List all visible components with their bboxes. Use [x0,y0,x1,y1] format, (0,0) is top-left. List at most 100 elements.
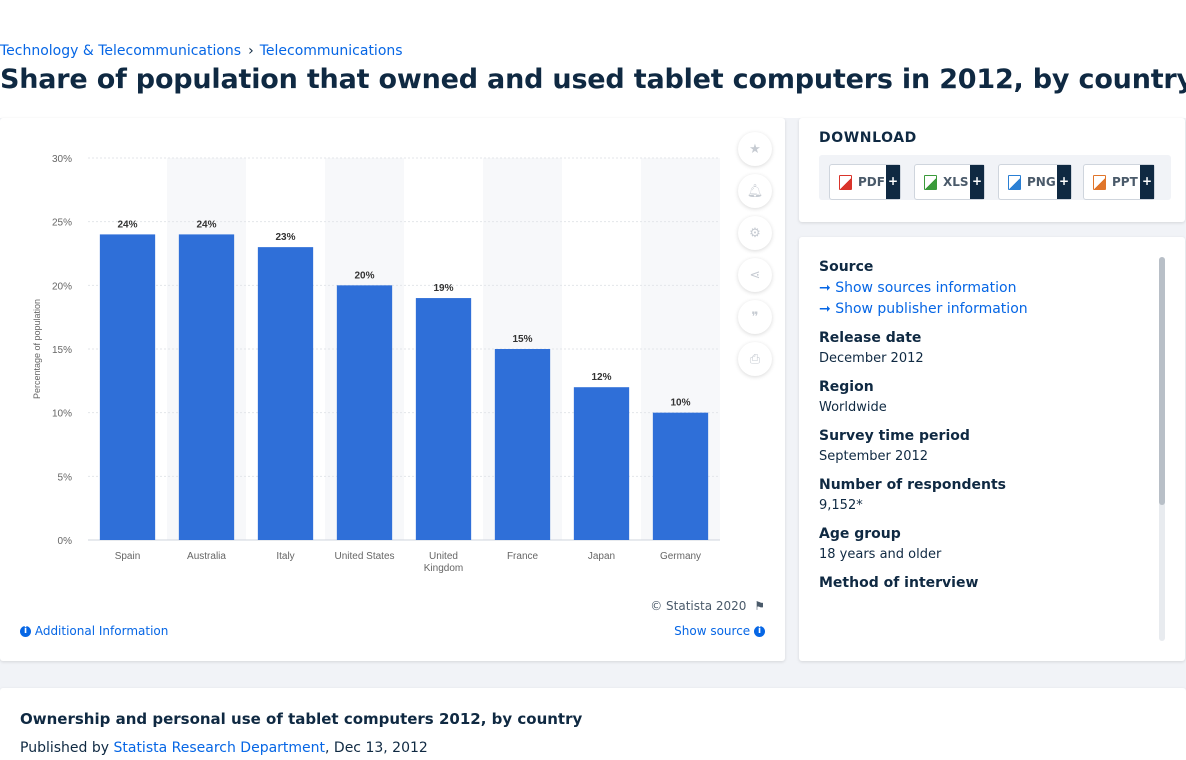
show-sources-link[interactable]: ➞ Show sources information [819,280,1149,296]
xls-file-icon [924,174,937,190]
print-icon[interactable]: ⎙ [738,342,772,376]
chart-tools: ★ 🔔︎ ⚙ ⋖ ❞ ⎙ [738,132,772,384]
published-prefix: Published by [20,740,114,756]
survey-period-label: Survey time period [819,428,970,444]
png-file-icon [1008,174,1021,190]
share-icon[interactable]: ⋖ [738,258,772,292]
region-value: Worldwide [819,400,887,415]
x-tick-label: Japan [588,551,615,562]
release-date-label: Release date [819,330,922,346]
plus-icon: + [970,165,984,199]
plus-icon: + [1140,165,1154,199]
breadcrumb-link-telecommunications[interactable]: Telecommunications [259,43,403,59]
info-icon: i [20,626,31,637]
publisher-link[interactable]: Statista Research Department [113,740,326,756]
flag-icon[interactable]: ⚑ [754,599,765,613]
info-card: Source ➞ Show sources information ➞ Show… [799,237,1185,661]
download-ppt-button[interactable]: PPT + [1083,164,1155,200]
plus-icon: + [886,165,900,199]
arrow-right-icon: ➞ [819,280,831,296]
top-bar [0,0,1186,118]
star-icon[interactable]: ★ [738,132,772,166]
bell-icon[interactable]: 🔔︎ [738,174,772,208]
page-title: Share of population that owned and used … [0,64,1186,95]
method-label: Method of interview [819,575,979,591]
data-label: 15% [512,334,532,345]
x-tick-label: United States [334,551,394,562]
publication-title: Ownership and personal use of tablet com… [20,710,583,728]
x-tick-label: United Kingdom [424,551,463,574]
download-pdf-button[interactable]: PDF + [829,164,901,200]
download-png-button[interactable]: PNG + [998,164,1072,200]
publication-date: , Dec 13, 2012 [325,740,428,756]
bar [178,234,235,540]
bar [257,247,314,540]
info-scrollbar-thumb[interactable] [1159,257,1165,505]
chart-card: 0% 5% 10% 15% 20% 25% 30% Percentage of populat… [0,118,785,661]
download-png-label: PNG [1027,175,1056,189]
data-label: 24% [117,219,137,230]
additional-info-link[interactable]: i Additional Information [20,624,168,638]
breadcrumb: Technology & Telecommunications › Telecomm… [0,43,403,59]
download-ppt-label: PPT [1112,175,1138,189]
gear-icon[interactable]: ⚙ [738,216,772,250]
release-date-value: December 2012 [819,351,924,366]
show-sources-label: Show sources information [835,280,1017,296]
ppt-file-icon [1093,174,1106,190]
download-row: PDF + XLS + PNG + PPT + [819,155,1171,200]
y-tick-label: 25% [52,218,72,229]
data-label: 19% [433,283,453,294]
age-group-value: 18 years and older [819,547,942,562]
copyright-text: © Statista 2020 [650,599,747,613]
info-icon: i [754,626,765,637]
show-source-label: Show source [674,624,751,638]
download-xls-button[interactable]: XLS + [914,164,985,200]
info-list: Source ➞ Show sources information ➞ Show… [819,259,1149,591]
bar [652,412,709,540]
quote-icon[interactable]: ❞ [738,300,772,334]
x-tick-label: France [507,551,539,562]
bar [415,298,472,540]
download-card: DOWNLOAD PDF + XLS + PNG + PPT + [799,118,1185,222]
y-tick-label: 5% [58,472,73,483]
data-label: 24% [196,219,216,230]
bar [494,349,551,540]
data-label: 10% [670,398,690,409]
source-label: Source [819,259,874,275]
download-title: DOWNLOAD [819,130,917,146]
show-source-link[interactable]: Show source i [674,624,765,638]
plus-icon: + [1057,165,1071,199]
show-publisher-link[interactable]: ➞ Show publisher information [819,301,1149,317]
x-tick-label: Australia [187,551,226,562]
copyright: © Statista 2020 ⚑ [650,599,765,613]
bar [336,285,393,540]
x-tick-label: Germany [660,551,701,562]
breadcrumb-separator: › [248,43,254,59]
bar [99,234,156,540]
y-axis-label: Percentage of population [32,299,42,399]
download-pdf-label: PDF [858,175,885,189]
additional-info-label: Additional Information [34,624,169,638]
bar-chart: 0% 5% 10% 15% 20% 25% 30% Percentage of populat… [32,154,720,574]
publication-byline: Published by Statista Research Departmen… [20,740,428,756]
y-tick-label: 20% [52,281,72,292]
data-label: 20% [354,270,374,281]
download-xls-label: XLS [943,175,969,189]
y-tick-label: 10% [52,409,72,420]
survey-period-value: September 2012 [819,449,929,464]
info-scrollbar[interactable] [1159,257,1165,641]
x-tick-label: Italy [276,551,294,562]
arrow-right-icon: ➞ [819,301,831,317]
breadcrumb-link-technology[interactable]: Technology & Telecommunications [0,43,242,59]
publication-card: Ownership and personal use of tablet com… [0,688,1186,760]
pdf-file-icon [839,174,852,190]
age-group-label: Age group [819,526,901,542]
data-label: 12% [591,372,611,383]
y-tick-label: 15% [52,345,72,356]
x-tick-label: Spain [115,551,141,562]
bar [573,387,630,540]
region-label: Region [819,379,874,395]
show-publisher-label: Show publisher information [835,301,1028,317]
y-tick-label: 30% [52,154,72,165]
y-tick-label: 0% [58,536,73,547]
